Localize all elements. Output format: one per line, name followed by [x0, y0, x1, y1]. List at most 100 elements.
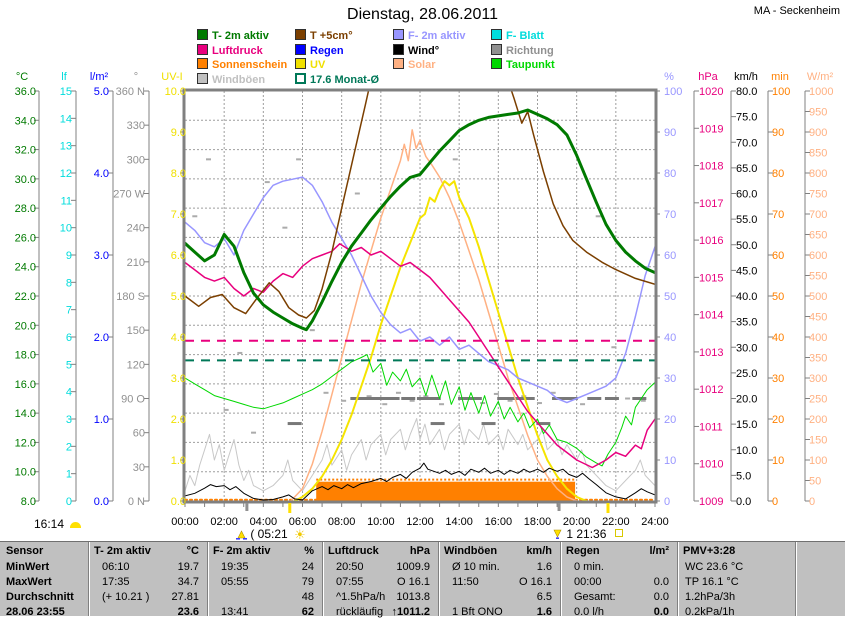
axis-label-wm2: 50 [809, 476, 821, 488]
series-richtung-mittel-dash [497, 397, 512, 400]
sub-axis-marker [557, 503, 561, 511]
axis-label-lf: 2 [66, 441, 72, 453]
table-cell-value: 48 [301, 591, 314, 603]
column-separator-highlight [796, 542, 797, 616]
axis-label-tempC: 26.0 [15, 232, 36, 244]
axis-label-min: 60 [772, 250, 784, 262]
axis-label-deg: 300 [127, 154, 145, 166]
sunset-time: 1 21:36 [566, 527, 607, 541]
table-cell-value: O 16.1 [396, 576, 430, 588]
legend-label: Wind° [408, 44, 440, 57]
series-richtung-mittel-dash [430, 422, 445, 426]
series-richtung-mittel-dash [362, 397, 377, 400]
table-cell-time: (+ 10.21 ) [102, 591, 150, 603]
axis-label-uv: 9.0 [171, 127, 186, 139]
axis-label-lf: 4 [66, 387, 72, 399]
axis-label-lf: 6 [66, 332, 72, 344]
series-t-2m [185, 108, 655, 332]
axis-label-wm2: 700 [809, 209, 827, 221]
x-tick-label: 22:00 [602, 516, 630, 528]
axis-label-tempC: 28.0 [15, 203, 36, 215]
axis-unit-deg: ° [134, 71, 138, 83]
axis-label-wm2: 400 [809, 332, 827, 344]
series-windboeen [185, 418, 655, 492]
axis-label-lm2: 5.0 [94, 86, 109, 98]
x-tick-label: 02:00 [210, 516, 238, 528]
axis-label-deg: 90 O [121, 394, 145, 406]
legend-label: T- 2m aktiv [212, 30, 269, 42]
axis-unit-min: min [771, 71, 789, 83]
legend-swatch [393, 58, 404, 69]
axis-label-wm2: 750 [809, 189, 827, 201]
axis-label-wm2: 100 [809, 455, 827, 467]
legend-item-luftdruck: Luftdruck [197, 43, 263, 57]
table-cell-time: 19:35 [221, 561, 249, 573]
legend-item-sonnenschein: Sonnenschein [197, 58, 287, 71]
legend-label: F- Blatt [506, 30, 544, 42]
series-richtung-mittel-dash [604, 397, 619, 400]
series-richtung-dash [264, 181, 270, 184]
column-separator [438, 542, 439, 616]
series-richtung-mittel-dash [416, 397, 431, 400]
column-separator [88, 542, 89, 616]
table-header: F- 2m aktiv [213, 545, 271, 557]
table-row-label: 28.06 23:55 [6, 606, 65, 618]
table-cell-value: 24 [301, 561, 314, 573]
table-header-unit: hPa [409, 545, 430, 557]
x-tick-label: 14:00 [445, 516, 473, 528]
x-tick-label: 00:00 [171, 516, 199, 528]
series-richtung-dash [452, 158, 458, 161]
sunrise-time: ( 05:21 [250, 527, 288, 541]
table-header-unit: km/h [526, 545, 552, 557]
chart-area: 36.0 34.0 32.0 30.0 28.0 26.0 24.0 22.0 20.0 18.0… [15, 71, 834, 528]
axis-unit-lf: lf [61, 71, 67, 83]
axis-label-lm2: 1.0 [94, 414, 109, 426]
axis-label-hpa: 1010 [699, 459, 723, 471]
legend-item-t-2m-aktiv: T- 2m aktiv [197, 29, 269, 42]
legend-label: F- 2m aktiv [408, 30, 466, 42]
axis-label-pct: 100 [664, 86, 682, 98]
table-cell-time: Gesamt: [574, 591, 616, 603]
axis-label-pct: 90 [664, 127, 676, 139]
axis-unit-kmh: km/h [734, 71, 758, 83]
axis-label-hpa: 1018 [699, 161, 723, 173]
legend-swatch [295, 58, 306, 69]
axis-label-tempC: 32.0 [15, 145, 36, 157]
table-cell-value: 62 [301, 606, 314, 618]
series-richtung-dash [223, 408, 229, 411]
axis-label-min: 20 [772, 414, 784, 426]
axis-label-deg: 180 S [116, 291, 145, 303]
legend-label: Taupunkt [506, 59, 555, 71]
series-richtung-dash [480, 402, 486, 405]
axis-label-deg: 330 [127, 120, 145, 132]
x-tick-label: 20:00 [563, 516, 591, 528]
table-cell-time: 0.2kPa/1h [685, 606, 735, 618]
column-separator [207, 542, 208, 616]
series-richtung-dash [382, 403, 388, 406]
axis-label-kmh: 50.0 [736, 240, 757, 252]
table-cell-time: 05:55 [221, 576, 249, 588]
axis-label-uv: 4.0 [171, 332, 186, 344]
sunshine-block [316, 481, 576, 501]
table-cell-time: 20:50 [336, 561, 364, 573]
axis-label-wm2: 150 [809, 435, 827, 447]
column-separator-highlight [439, 542, 440, 616]
legend-label: T +5cm° [310, 30, 353, 42]
legend-label: Richtung [506, 44, 554, 57]
series-richtung-dash [251, 431, 257, 434]
series-richtung-mittel-dash [563, 397, 578, 400]
series-richtung-dash [493, 392, 499, 395]
axis-label-pct: 80 [664, 168, 676, 180]
legend-swatch [491, 29, 502, 40]
table-cell-value: 1009.9 [396, 561, 430, 573]
table-cell-value: 23.6 [177, 606, 199, 618]
axis-unit-pct: % [664, 71, 674, 83]
axis-label-wm2: 500 [809, 291, 827, 303]
axis-label-lf: 3 [66, 414, 72, 426]
series-richtung-mittel-dash [426, 397, 441, 400]
axis-label-lf: 15 [60, 86, 72, 98]
column-separator-highlight [89, 542, 90, 616]
axis-label-wm2: 1000 [809, 86, 833, 98]
x-tick-label: 12:00 [406, 516, 434, 528]
series-richtung-mittel-dash [373, 397, 388, 400]
